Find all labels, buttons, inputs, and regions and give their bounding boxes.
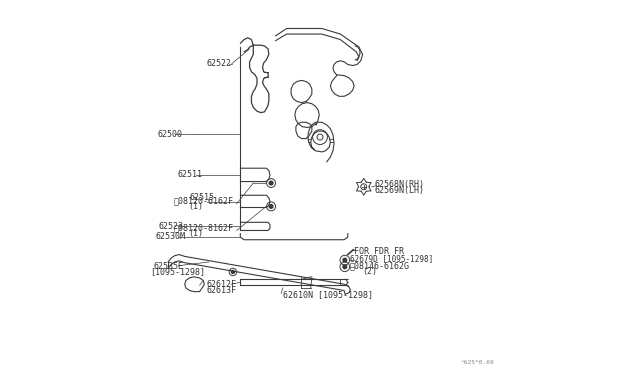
Circle shape (269, 205, 273, 208)
Text: ^625*0.69: ^625*0.69 (461, 360, 495, 365)
Text: 62613F: 62613F (207, 286, 237, 295)
Circle shape (232, 270, 234, 273)
Text: (1): (1) (188, 229, 204, 238)
Text: [1095-1298]: [1095-1298] (150, 267, 205, 276)
Text: Ⓑ08146-6162G: Ⓑ08146-6162G (349, 261, 410, 270)
Text: FOR FDR FR: FOR FDR FR (355, 247, 404, 256)
Text: 62522: 62522 (207, 59, 232, 68)
Text: 62610N [1095-1298]: 62610N [1095-1298] (283, 291, 373, 299)
Text: (1): (1) (188, 202, 204, 211)
Text: Ⓑ08120-8162F: Ⓑ08120-8162F (173, 224, 234, 233)
Circle shape (343, 265, 347, 269)
Text: 62500: 62500 (157, 129, 182, 139)
Text: 62612F: 62612F (207, 280, 237, 289)
Text: 62530M: 62530M (155, 232, 185, 241)
Text: 62523: 62523 (159, 222, 184, 231)
Text: 62535E: 62535E (154, 262, 184, 271)
Text: Ⓑ08120-6162F: Ⓑ08120-6162F (173, 196, 234, 205)
Text: 62568N(RH): 62568N(RH) (375, 180, 425, 189)
Circle shape (343, 258, 347, 262)
Text: 62515: 62515 (189, 193, 214, 202)
Text: 62511: 62511 (177, 170, 202, 179)
Text: 62679D [1095-1298]: 62679D [1095-1298] (350, 254, 434, 263)
Circle shape (269, 181, 273, 185)
Text: (2): (2) (363, 267, 378, 276)
Text: 62569N(LH): 62569N(LH) (375, 186, 425, 195)
